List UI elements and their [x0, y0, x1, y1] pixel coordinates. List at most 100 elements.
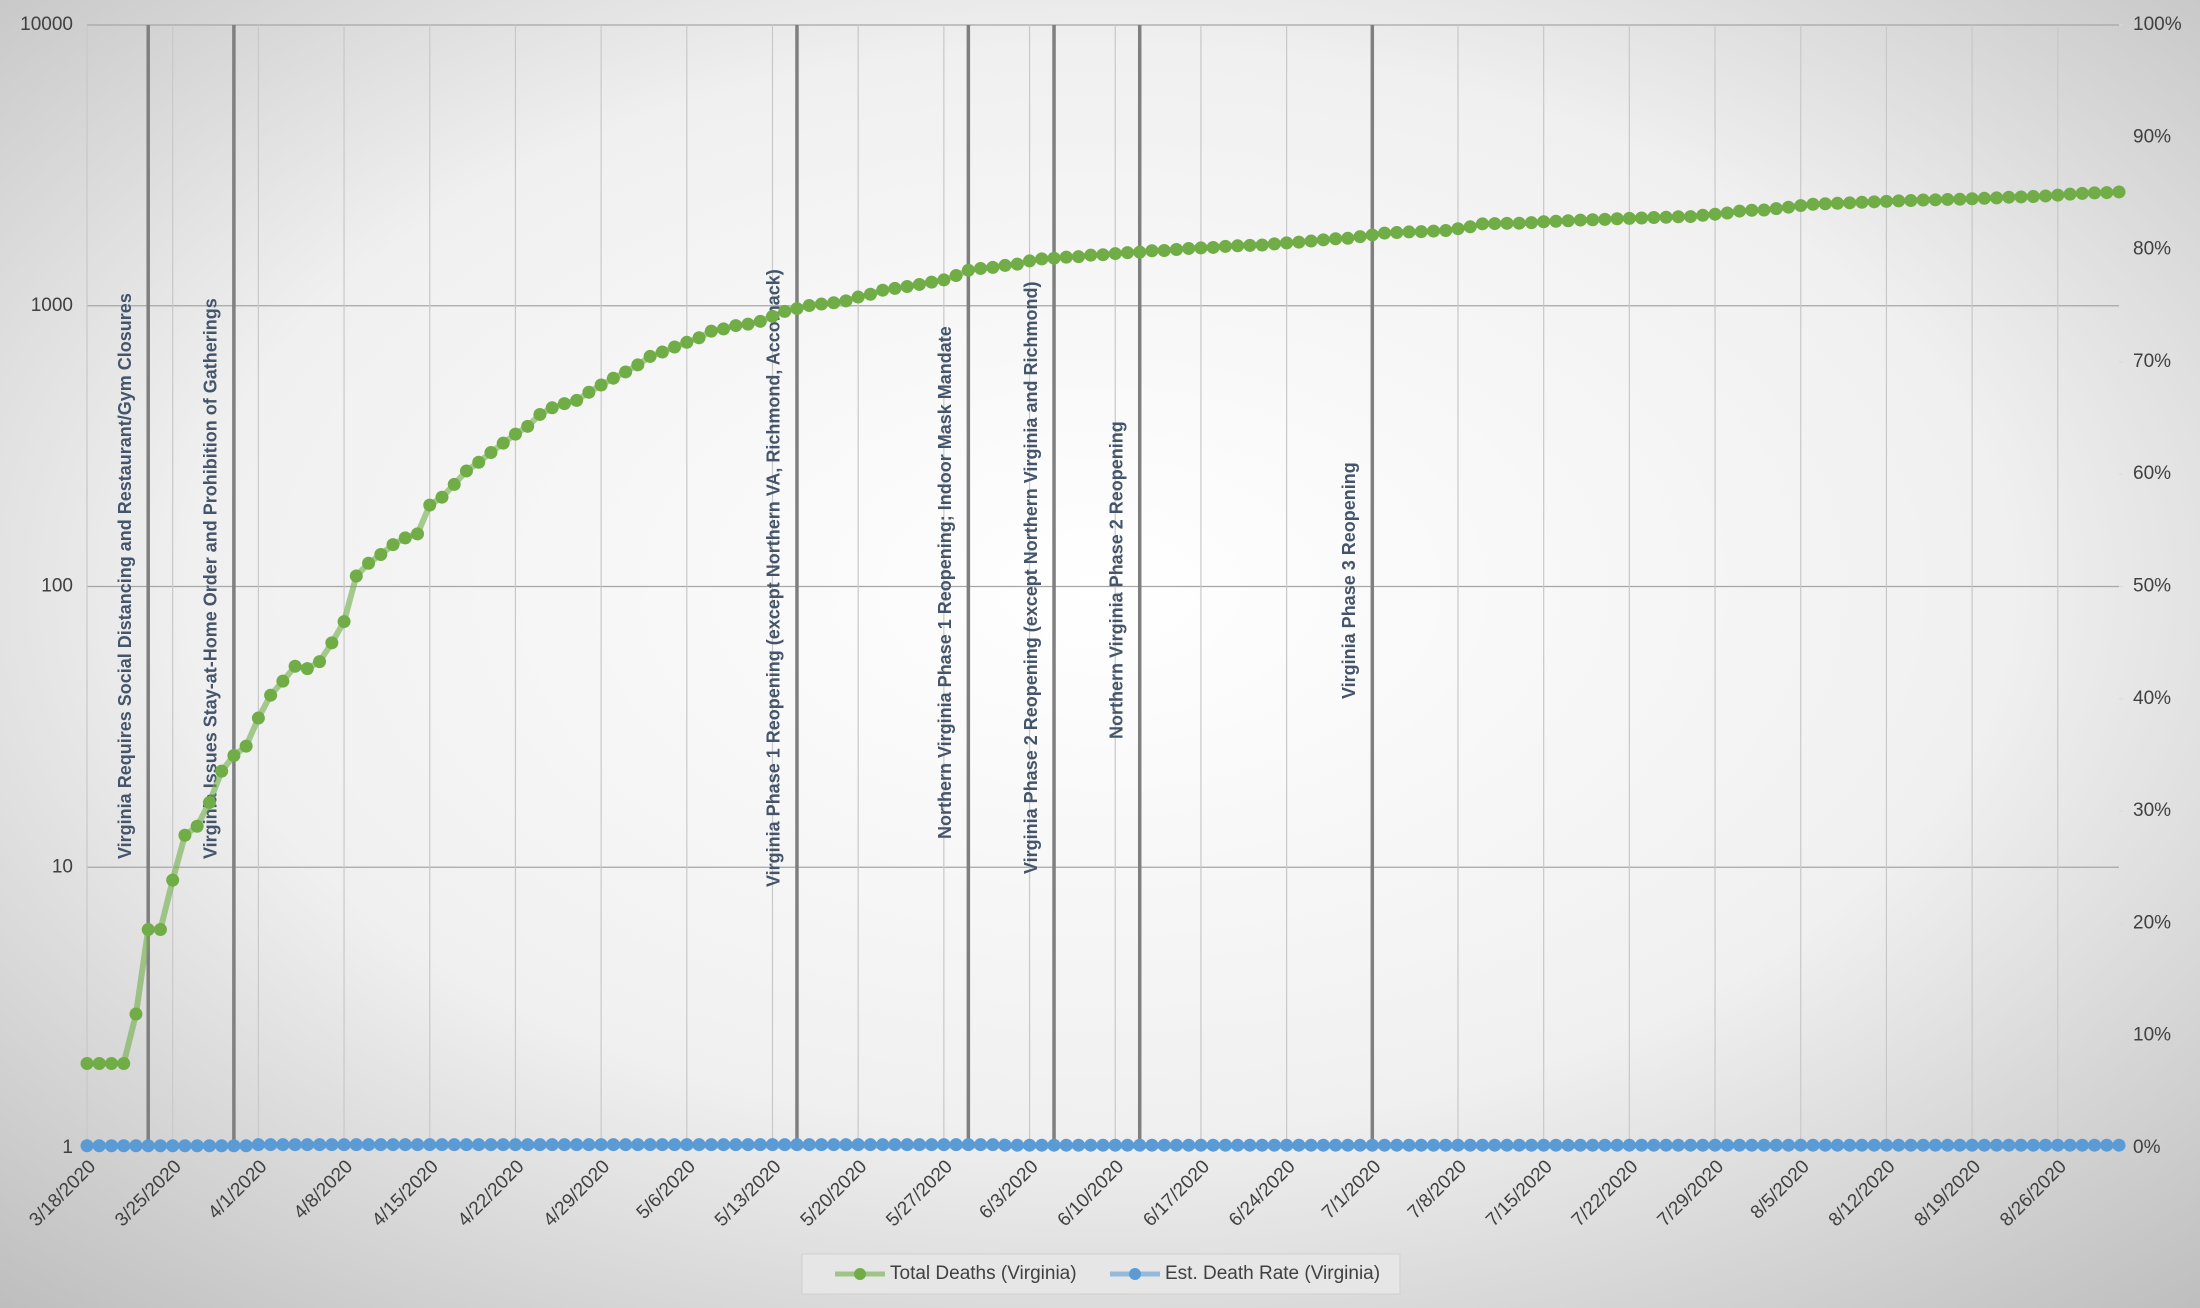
data-point [80, 1056, 94, 1070]
data-point [1708, 207, 1722, 221]
data-point [802, 1138, 816, 1152]
data-point [655, 1138, 669, 1152]
data-point [1733, 1138, 1747, 1152]
data-point [1647, 1138, 1661, 1152]
legend-box [801, 1253, 1401, 1295]
data-point [1365, 1138, 1379, 1152]
data-point [2014, 190, 2028, 204]
data-point [2039, 189, 2053, 203]
data-point [2063, 1138, 2077, 1152]
event-label: Virginia Issues Stay-at-Home Order and P… [201, 298, 221, 859]
data-point [1145, 1138, 1159, 1152]
data-point [1965, 1138, 1979, 1152]
data-point [1488, 1138, 1502, 1152]
data-point [876, 1138, 890, 1152]
data-point [594, 1138, 608, 1152]
data-point [533, 407, 547, 421]
data-point [557, 397, 571, 411]
data-point [386, 538, 400, 552]
data-point [802, 299, 816, 313]
data-point [778, 1138, 792, 1152]
data-point [1500, 1138, 1514, 1152]
data-point [1671, 210, 1685, 224]
y2-tick-label: 0% [2133, 1137, 2161, 1158]
data-point [2026, 190, 2040, 204]
data-point [1292, 235, 1306, 249]
data-point [1622, 211, 1636, 225]
data-point [1524, 216, 1538, 230]
data-point [1243, 1138, 1257, 1152]
data-point [313, 655, 327, 669]
data-point [92, 1139, 106, 1153]
data-point [1916, 1138, 1930, 1152]
data-point [1573, 213, 1587, 227]
data-point [1035, 252, 1049, 266]
data-point [1010, 257, 1024, 271]
data-point [1378, 1138, 1392, 1152]
data-point [1108, 247, 1122, 261]
data-point [606, 371, 620, 385]
data-point [545, 1138, 559, 1152]
data-point [912, 1138, 926, 1152]
data-point [1133, 1138, 1147, 1152]
data-point [190, 819, 204, 833]
data-point [472, 455, 486, 469]
data-point [423, 1138, 437, 1152]
data-point [1892, 194, 1906, 208]
data-point [1867, 195, 1881, 209]
data-point [349, 569, 363, 583]
data-point [459, 464, 473, 478]
data-point [1794, 1138, 1808, 1152]
data-point [1145, 244, 1159, 258]
data-point [288, 1138, 302, 1152]
data-point [141, 1139, 155, 1153]
data-point [704, 324, 718, 338]
data-point [1524, 1138, 1538, 1152]
data-point [937, 273, 951, 287]
data-point [582, 385, 596, 399]
data-point [117, 1056, 131, 1070]
data-point [1769, 202, 1783, 216]
data-point [1157, 1138, 1171, 1152]
data-point [790, 1138, 804, 1152]
data-point [1769, 1138, 1783, 1152]
data-point [1855, 1138, 1869, 1152]
y2-tick-label: 60% [2133, 463, 2171, 484]
data-point [215, 764, 229, 778]
y-tick-label: 100 [41, 576, 73, 597]
data-point [484, 1138, 498, 1152]
data-point [1120, 246, 1134, 260]
data-point [1928, 1138, 1942, 1152]
data-point [1096, 1138, 1110, 1152]
data-point [1292, 1138, 1306, 1152]
data-point [1720, 206, 1734, 220]
data-point [447, 477, 461, 491]
event-label: Virginia Requires Social Distancing and … [115, 293, 135, 859]
data-point [1231, 1138, 1245, 1152]
data-point [1990, 191, 2004, 205]
data-point [1573, 1138, 1587, 1152]
data-point [1353, 1138, 1367, 1152]
data-point [1696, 1138, 1710, 1152]
data-point [1892, 1138, 1906, 1152]
data-point [2100, 1138, 2114, 1152]
data-point [386, 1138, 400, 1152]
data-point [1206, 1138, 1220, 1152]
data-point [2014, 1138, 2028, 1152]
data-point [729, 319, 743, 333]
data-point [1830, 196, 1844, 210]
data-point [1133, 245, 1147, 259]
data-point [1402, 1138, 1416, 1152]
data-point [1463, 220, 1477, 234]
data-point [1965, 192, 1979, 206]
data-point [778, 304, 792, 318]
data-point [851, 290, 865, 304]
data-point [1182, 241, 1196, 255]
data-point [153, 923, 167, 937]
data-point [1451, 222, 1465, 236]
data-point [912, 277, 926, 291]
data-point [1353, 230, 1367, 244]
event-label: Northern Virginia Phase 1 Reopening; Ind… [935, 326, 955, 839]
data-point [276, 674, 290, 688]
data-point [582, 1138, 596, 1152]
